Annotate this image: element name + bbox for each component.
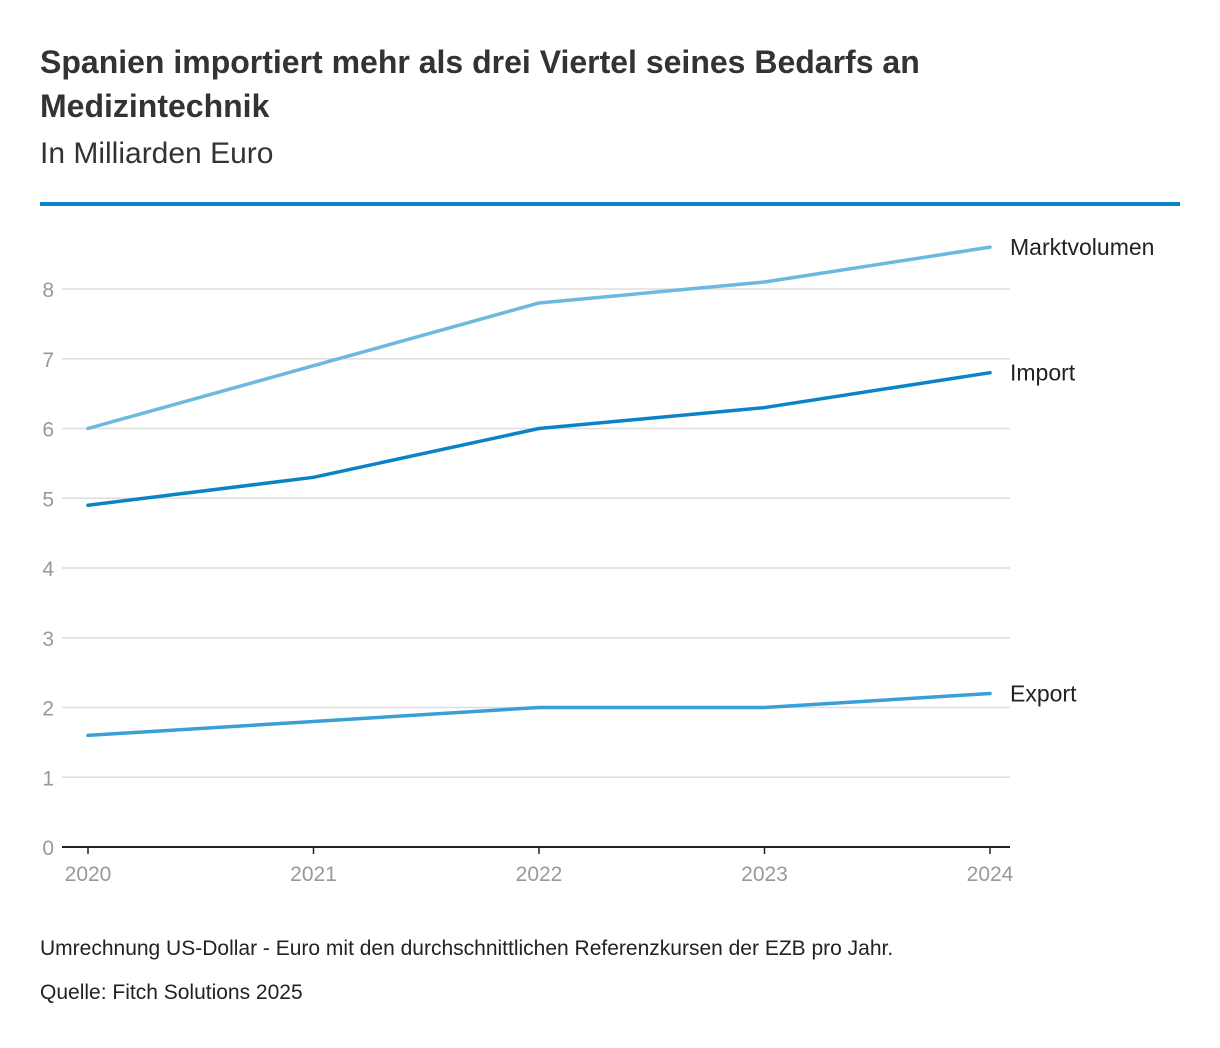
x-tick-label: 2020 [65, 863, 112, 886]
y-tick-label: 3 [42, 628, 54, 651]
x-tick-label: 2023 [741, 863, 788, 886]
header-rule [40, 202, 1180, 206]
x-tick-label: 2022 [516, 863, 563, 886]
y-tick-label: 0 [42, 837, 54, 860]
y-tick-label: 2 [42, 698, 54, 721]
x-tick-label: 2021 [290, 863, 337, 886]
chart-title: Spanien importiert mehr als drei Viertel… [40, 44, 920, 124]
series-lines [86, 245, 992, 738]
series-line-import [86, 370, 992, 507]
series-line-export [86, 691, 992, 738]
footnote: Umrechnung US-Dollar - Euro mit den durc… [40, 937, 894, 960]
y-tick-label: 1 [42, 767, 54, 790]
series-label-export: Export [1010, 681, 1077, 707]
y-tick-label: 4 [42, 558, 54, 581]
x-tick-label: 2024 [967, 863, 1014, 886]
gridlines [62, 288, 1010, 778]
chart-subtitle: In Milliarden Euro [40, 137, 274, 170]
y-tick-label: 5 [42, 488, 54, 511]
y-tick-label: 7 [42, 349, 54, 372]
series-label-import: Import [1010, 360, 1076, 386]
x-axis-ticks: 2020 2021 2022 2023 2024 [65, 847, 1014, 886]
series-line-marktvolumen [86, 245, 992, 431]
y-tick-label: 6 [42, 419, 54, 442]
source-note: Quelle: Fitch Solutions 2025 [40, 981, 303, 1004]
y-tick-label: 8 [42, 279, 54, 302]
series-label-marktvolumen: Marktvolumen [1010, 234, 1154, 260]
series-labels: Marktvolumen Import Export [1010, 234, 1154, 706]
y-axis-ticks: 0 1 2 3 4 5 6 7 8 [42, 279, 54, 860]
